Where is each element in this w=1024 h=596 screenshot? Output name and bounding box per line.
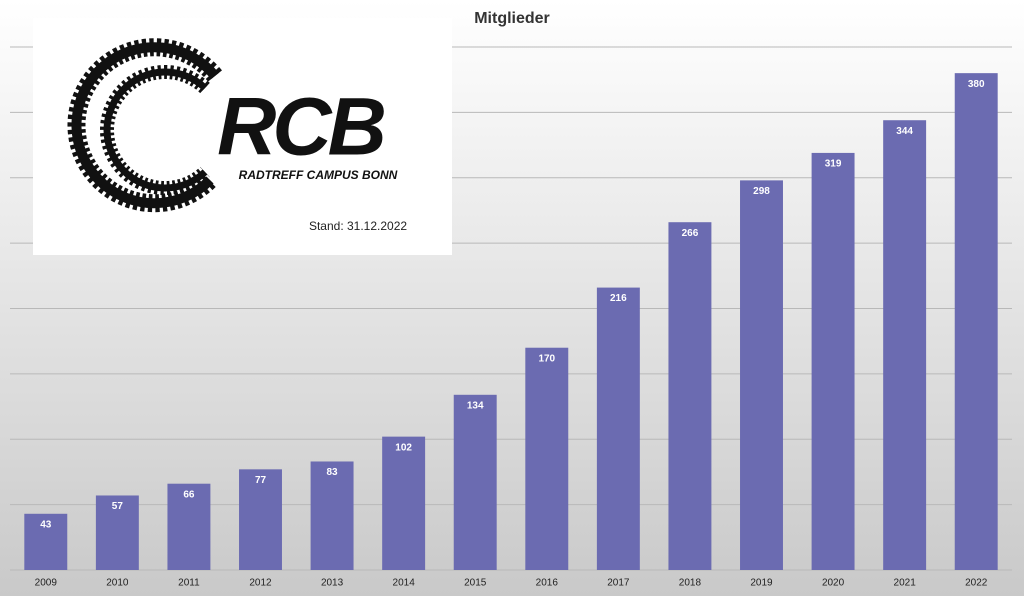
value-label: 83 — [327, 467, 339, 478]
bar — [668, 222, 712, 570]
bar — [382, 436, 426, 570]
x-tick-label: 2020 — [822, 578, 845, 589]
gear-outer-ring — [71, 42, 219, 209]
bar — [740, 180, 783, 571]
value-label: 344 — [896, 126, 913, 137]
logo-title: RCB — [217, 82, 384, 173]
bar — [525, 347, 569, 570]
x-tick-label: 2021 — [894, 578, 917, 589]
x-tick-label: 2013 — [321, 578, 344, 589]
value-label: 102 — [395, 442, 412, 453]
value-label: 266 — [682, 228, 699, 239]
bar — [954, 73, 998, 571]
logo-note: Stand: 31.12.2022 — [309, 219, 407, 233]
value-label: 43 — [40, 519, 52, 530]
bar — [453, 394, 497, 570]
bar — [239, 469, 282, 570]
x-tick-label: 2014 — [393, 578, 416, 589]
logo: RCB RADTREFF CAMPUS BONN Stand: 31.12.20… — [33, 18, 452, 255]
x-tick-label: 2010 — [106, 578, 129, 589]
bar — [167, 483, 211, 570]
x-tick-label: 2018 — [679, 578, 702, 589]
x-tick-label: 2015 — [464, 578, 487, 589]
value-label: 66 — [183, 489, 195, 500]
value-label: 57 — [112, 501, 124, 512]
bar — [883, 120, 927, 570]
value-label: 216 — [610, 293, 627, 304]
value-label: 380 — [968, 79, 985, 90]
logo-subtitle: RADTREFF CAMPUS BONN — [239, 168, 398, 182]
bar — [596, 287, 640, 570]
bar — [95, 495, 139, 570]
chart-title: Mitglieder — [474, 10, 550, 27]
x-tick-label: 2009 — [35, 578, 58, 589]
x-tick-label: 2022 — [965, 578, 988, 589]
x-tick-label: 2012 — [249, 578, 272, 589]
value-label: 319 — [825, 159, 842, 170]
x-tick-label: 2017 — [607, 578, 630, 589]
value-label: 170 — [538, 353, 555, 364]
x-tick-label: 2016 — [536, 578, 559, 589]
gear-inner-ring — [103, 68, 208, 192]
bar — [310, 461, 354, 570]
value-label: 298 — [753, 186, 770, 197]
bar — [24, 513, 68, 570]
x-tick-label: 2019 — [750, 578, 773, 589]
x-tick-label: 2011 — [178, 578, 200, 589]
value-label: 134 — [467, 400, 484, 411]
bar — [811, 152, 855, 570]
value-label: 77 — [255, 475, 267, 486]
